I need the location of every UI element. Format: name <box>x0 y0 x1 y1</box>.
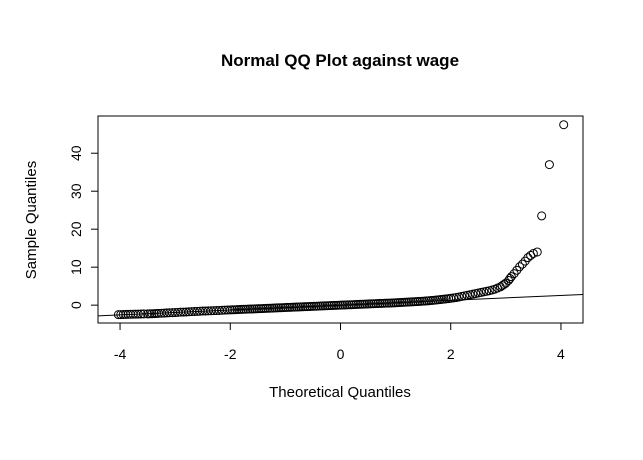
y-tick-label: 30 <box>68 183 84 199</box>
data-point <box>118 309 128 319</box>
data-point <box>537 211 547 221</box>
x-tick-label: 4 <box>557 346 565 362</box>
data-points <box>113 120 569 320</box>
data-point <box>528 248 538 258</box>
x-tick-label: -4 <box>114 346 127 362</box>
y-tick-label: 0 <box>68 301 84 309</box>
data-point <box>113 310 123 320</box>
data-point <box>223 305 233 315</box>
x-tick-label: 2 <box>447 346 455 362</box>
data-point <box>448 293 458 303</box>
data-point <box>121 309 131 319</box>
data-point <box>517 259 527 269</box>
x-axis-title: Theoretical Quantiles <box>269 384 411 401</box>
y-axis: 0 10 20 30 40 <box>68 145 99 309</box>
x-tick-label: 0 <box>337 346 345 362</box>
y-axis-title: Sample Quantiles <box>23 161 40 279</box>
data-point <box>506 272 516 282</box>
data-point <box>136 309 146 319</box>
y-tick-label: 20 <box>68 221 84 237</box>
data-point <box>544 160 554 170</box>
data-point <box>116 310 126 320</box>
y-tick-label: 40 <box>68 145 84 161</box>
y-tick-label: 10 <box>68 259 84 275</box>
data-point <box>515 262 525 272</box>
data-point <box>532 247 542 257</box>
x-axis: -4 -2 0 2 4 <box>114 322 565 362</box>
chart-title: Normal QQ Plot against wage <box>221 51 459 70</box>
data-point <box>559 120 569 130</box>
data-point <box>133 309 143 319</box>
plot-frame <box>97 115 584 324</box>
x-tick-label: -2 <box>224 346 237 362</box>
